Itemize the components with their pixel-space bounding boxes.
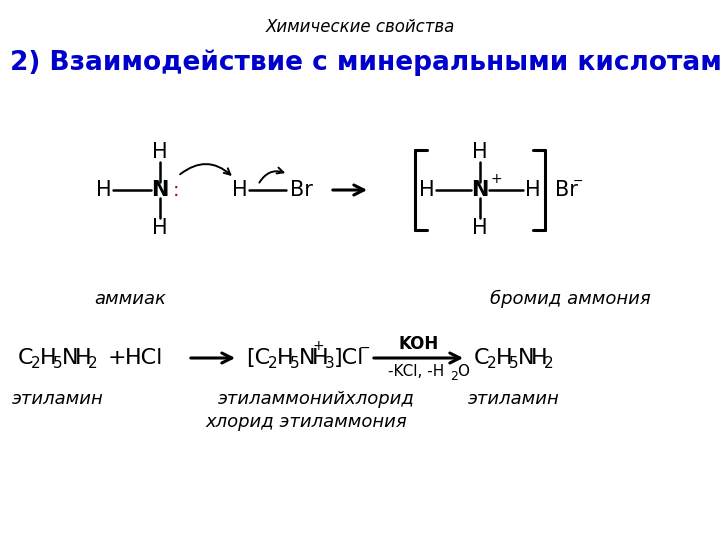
Text: H: H <box>472 142 488 162</box>
Text: 5: 5 <box>509 356 518 372</box>
Text: N: N <box>472 180 489 200</box>
Text: 2: 2 <box>451 370 459 383</box>
Text: −: − <box>359 341 371 355</box>
Text: KOH: KOH <box>398 335 438 353</box>
Text: H: H <box>312 348 328 368</box>
FancyArrowPatch shape <box>180 164 230 174</box>
Text: +: + <box>108 348 127 368</box>
Text: этиламин: этиламин <box>12 390 104 408</box>
Text: H: H <box>496 348 513 368</box>
Text: −: − <box>573 174 583 187</box>
Text: H: H <box>531 348 548 368</box>
Text: Br: Br <box>290 180 313 200</box>
Text: этиламин: этиламин <box>468 390 560 408</box>
Text: H: H <box>40 348 57 368</box>
Text: аммиак: аммиак <box>94 290 166 308</box>
Text: ]Cl: ]Cl <box>334 348 364 368</box>
Text: 3: 3 <box>325 356 335 372</box>
Text: 2: 2 <box>268 356 278 372</box>
Text: H: H <box>277 348 294 368</box>
Text: :: : <box>173 181 179 200</box>
Text: C: C <box>18 348 34 368</box>
Text: H: H <box>96 180 112 200</box>
Text: 2: 2 <box>487 356 497 372</box>
Text: H: H <box>75 348 91 368</box>
Text: H: H <box>152 218 168 238</box>
Text: Br: Br <box>555 180 578 200</box>
Text: H: H <box>525 180 541 200</box>
Text: 2: 2 <box>88 356 98 372</box>
Text: H: H <box>472 218 488 238</box>
Text: бромид аммония: бромид аммония <box>490 290 651 308</box>
Text: 2) Взаимодействие с минеральными кислотами: 2) Взаимодействие с минеральными кислота… <box>10 50 720 77</box>
Text: +: + <box>490 172 502 186</box>
Text: 5: 5 <box>290 356 300 372</box>
Text: Химические свойства: Химические свойства <box>265 18 455 36</box>
Text: H: H <box>152 142 168 162</box>
Text: N: N <box>151 180 168 200</box>
Text: H: H <box>232 180 248 200</box>
Text: этиламмонийхлорид: этиламмонийхлорид <box>217 390 415 408</box>
Text: O: O <box>457 364 469 380</box>
Text: хлорид этиламмония: хлорид этиламмония <box>205 413 407 431</box>
Text: +: + <box>312 339 323 353</box>
Text: H: H <box>419 180 435 200</box>
Text: 5: 5 <box>53 356 63 372</box>
Text: N: N <box>299 348 315 368</box>
Text: HCl: HCl <box>125 348 163 368</box>
Text: C: C <box>474 348 490 368</box>
Text: N: N <box>518 348 534 368</box>
FancyArrowPatch shape <box>259 167 283 183</box>
Text: 2: 2 <box>544 356 554 372</box>
Text: N: N <box>62 348 78 368</box>
Text: -KCl, -H: -KCl, -H <box>388 364 445 380</box>
Text: 2: 2 <box>31 356 40 372</box>
Text: [C: [C <box>246 348 270 368</box>
